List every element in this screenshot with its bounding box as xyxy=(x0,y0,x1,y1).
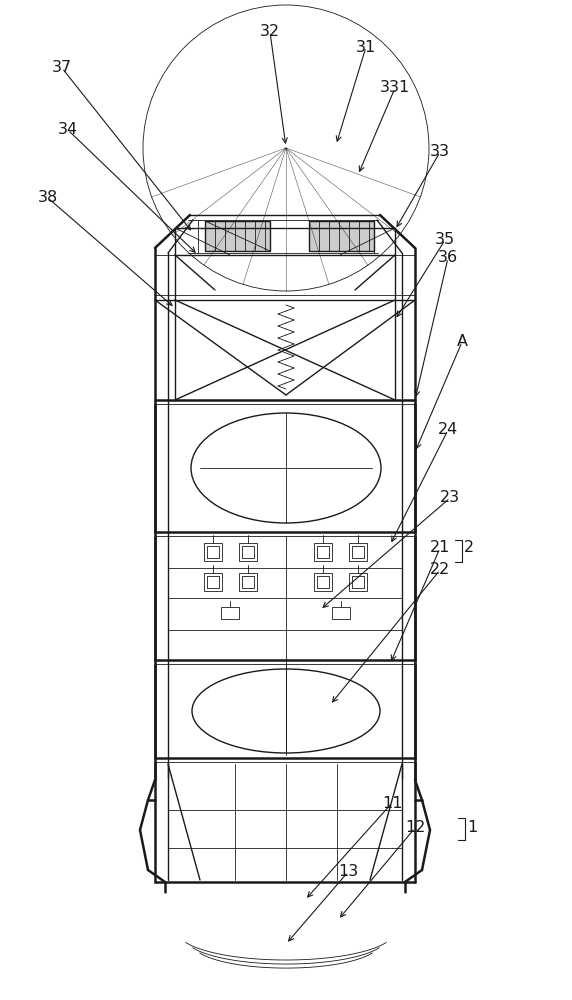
Bar xyxy=(242,576,254,588)
Bar xyxy=(332,607,350,619)
Bar xyxy=(205,221,270,251)
Text: 22: 22 xyxy=(430,562,450,578)
Bar xyxy=(242,546,254,558)
Bar xyxy=(239,573,257,591)
Text: 34: 34 xyxy=(58,122,78,137)
Bar xyxy=(352,546,364,558)
Text: 31: 31 xyxy=(356,39,376,54)
Text: 35: 35 xyxy=(435,232,455,247)
Text: 23: 23 xyxy=(440,490,460,506)
Text: 24: 24 xyxy=(438,422,458,438)
Bar xyxy=(314,573,332,591)
Bar xyxy=(352,576,364,588)
Text: A: A xyxy=(456,334,467,350)
Text: 21: 21 xyxy=(430,540,450,556)
Bar xyxy=(207,546,219,558)
Text: 13: 13 xyxy=(338,864,358,880)
Bar xyxy=(207,576,219,588)
Bar xyxy=(317,576,329,588)
Bar xyxy=(349,573,367,591)
Text: 1: 1 xyxy=(467,820,477,836)
Bar xyxy=(309,221,374,251)
Text: 331: 331 xyxy=(380,81,410,96)
Text: 32: 32 xyxy=(260,24,280,39)
Bar xyxy=(314,543,332,561)
Bar xyxy=(221,607,239,619)
Bar xyxy=(349,543,367,561)
Text: 12: 12 xyxy=(405,820,425,836)
Bar xyxy=(204,573,222,591)
Bar xyxy=(204,543,222,561)
Text: 2: 2 xyxy=(464,540,474,556)
Bar xyxy=(239,543,257,561)
Text: 11: 11 xyxy=(382,796,402,810)
Text: 36: 36 xyxy=(438,250,458,265)
Text: 37: 37 xyxy=(52,60,72,76)
Bar xyxy=(317,546,329,558)
Text: 38: 38 xyxy=(38,190,58,206)
Text: 33: 33 xyxy=(430,144,450,159)
